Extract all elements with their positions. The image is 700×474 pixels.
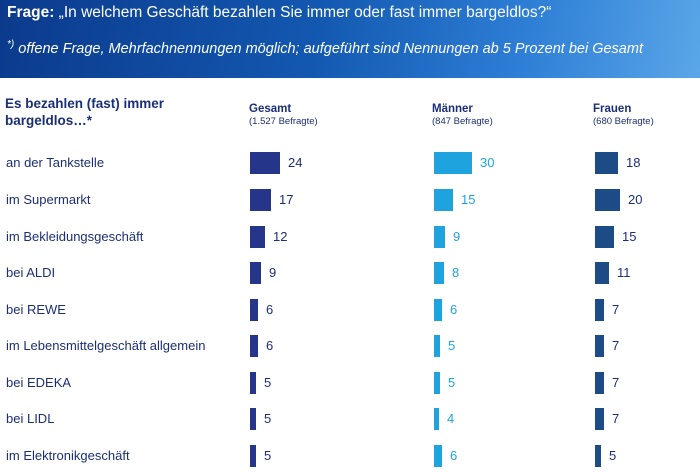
series-name: Männer bbox=[432, 103, 473, 115]
data-label: 7 bbox=[612, 338, 620, 353]
bar bbox=[595, 262, 609, 284]
category-label: bei REWE bbox=[6, 302, 66, 317]
bar bbox=[595, 189, 620, 211]
category-label: bei EDEKA bbox=[6, 375, 72, 390]
bar bbox=[250, 189, 271, 211]
bar bbox=[250, 226, 265, 248]
category-label: im Supermarkt bbox=[6, 192, 91, 207]
data-label: 9 bbox=[269, 265, 277, 280]
bar bbox=[434, 299, 442, 321]
data-label: 18 bbox=[626, 155, 641, 170]
category-label: an der Tankstelle bbox=[6, 155, 105, 170]
data-label: 6 bbox=[266, 302, 274, 317]
data-label: 15 bbox=[622, 229, 637, 244]
category-label: im Lebensmittelgeschäft allgemein bbox=[6, 338, 206, 353]
bar bbox=[434, 335, 440, 357]
bar bbox=[595, 408, 604, 430]
bar bbox=[595, 226, 614, 248]
data-label: 4 bbox=[447, 411, 455, 426]
bar bbox=[595, 299, 604, 321]
series-name: Frauen bbox=[593, 103, 632, 115]
series-sample-size: (847 Befragte) bbox=[432, 116, 493, 127]
series-name: Gesamt bbox=[249, 103, 292, 115]
data-label: 24 bbox=[288, 155, 303, 170]
bar bbox=[434, 226, 445, 248]
data-label: 5 bbox=[264, 375, 272, 390]
data-label: 7 bbox=[612, 302, 620, 317]
bar bbox=[595, 445, 601, 467]
row-header: Es bezahlen (fast) immer bargeldlos…* bbox=[5, 96, 165, 128]
footnote-marker: *) bbox=[7, 39, 15, 50]
column-header-0: Gesamt (1.527 Befragte) bbox=[249, 103, 318, 128]
data-label: 6 bbox=[450, 302, 458, 317]
data-label: 11 bbox=[617, 265, 631, 280]
data-label: 6 bbox=[450, 448, 458, 463]
bar bbox=[434, 152, 472, 174]
bar bbox=[250, 408, 256, 430]
data-label: 5 bbox=[264, 448, 272, 463]
column-header-1: Männer (847 Befragte) bbox=[432, 103, 493, 128]
footnote: *) offene Frage, Mehrfachnennungen mögli… bbox=[7, 36, 643, 58]
bar bbox=[434, 408, 439, 430]
data-label: 5 bbox=[609, 448, 617, 463]
bar bbox=[250, 372, 256, 394]
data-label: 8 bbox=[452, 265, 460, 280]
category-label: bei LIDL bbox=[6, 411, 55, 426]
category-label: im Elektronikgeschäft bbox=[6, 448, 130, 463]
data-label: 5 bbox=[448, 375, 456, 390]
bar bbox=[434, 372, 440, 394]
column-header-2: Frauen (680 Befragte) bbox=[593, 103, 654, 128]
bar bbox=[250, 152, 280, 174]
data-label: 9 bbox=[453, 229, 461, 244]
bar bbox=[434, 445, 442, 467]
data-label: 12 bbox=[273, 229, 288, 244]
data-label: 7 bbox=[612, 375, 620, 390]
data-label: 7 bbox=[612, 411, 620, 426]
category-label: im Bekleidungsgeschäft bbox=[6, 229, 144, 244]
data-label: 15 bbox=[461, 192, 476, 207]
question-banner: Frage: „In welchem Geschäft bezahlen Sie… bbox=[0, 0, 700, 78]
bar bbox=[250, 445, 256, 467]
bar bbox=[595, 152, 618, 174]
bar bbox=[250, 262, 261, 284]
data-label: 5 bbox=[448, 338, 456, 353]
series-sample-size: (1.527 Befragte) bbox=[249, 116, 318, 127]
bar bbox=[250, 299, 258, 321]
bar bbox=[434, 189, 453, 211]
series-sample-size: (680 Befragte) bbox=[593, 116, 654, 127]
data-label: 17 bbox=[279, 192, 294, 207]
bar bbox=[250, 335, 258, 357]
bar bbox=[595, 372, 604, 394]
question-label: Frage: bbox=[7, 4, 55, 21]
question-text: „In welchem Geschäft bezahlen Sie immer … bbox=[54, 4, 552, 21]
category-label: bei ALDI bbox=[6, 265, 56, 280]
bar bbox=[434, 262, 444, 284]
question: Frage: „In welchem Geschäft bezahlen Sie… bbox=[7, 3, 551, 23]
data-label: 30 bbox=[480, 155, 495, 170]
bar bbox=[595, 335, 604, 357]
data-label: 5 bbox=[264, 411, 272, 426]
footnote-text: offene Frage, Mehrfachnennungen möglich;… bbox=[14, 40, 643, 57]
data-label: 20 bbox=[628, 192, 643, 207]
data-label: 6 bbox=[266, 338, 274, 353]
